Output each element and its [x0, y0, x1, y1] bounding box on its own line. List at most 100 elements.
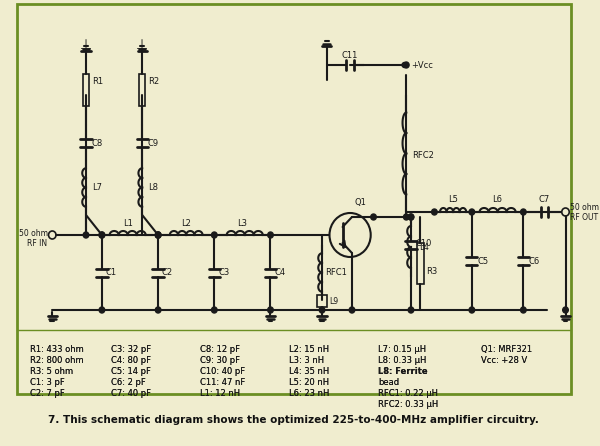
Text: bead: bead [378, 378, 400, 387]
Circle shape [349, 307, 355, 313]
Text: ⊥: ⊥ [80, 38, 92, 52]
Text: L4: L4 [419, 243, 429, 252]
Circle shape [469, 307, 475, 313]
Text: C4: C4 [274, 268, 286, 277]
Circle shape [211, 307, 217, 313]
Text: L2: 15 nH: L2: 15 nH [289, 345, 329, 354]
Text: C3: 32 pF: C3: 32 pF [111, 345, 151, 354]
Text: C10: 40 pF: C10: 40 pF [200, 367, 245, 376]
Text: Vcc: +28 V: Vcc: +28 V [481, 356, 527, 365]
Text: L8: 0.33 μH: L8: 0.33 μH [378, 356, 427, 365]
Text: R1: 433 ohm: R1: 433 ohm [30, 345, 83, 354]
Circle shape [155, 307, 161, 313]
Text: C1: C1 [106, 268, 117, 277]
Text: C8: C8 [92, 139, 103, 148]
Text: L1: L1 [123, 219, 133, 227]
Text: C2: 7 pF: C2: 7 pF [30, 389, 65, 398]
Text: C9: 30 pF: C9: 30 pF [200, 356, 240, 365]
Text: C4: 80 pF: C4: 80 pF [111, 356, 151, 365]
Text: RFC1: 0.22 μH: RFC1: 0.22 μH [378, 389, 438, 398]
Circle shape [319, 307, 325, 313]
Circle shape [408, 214, 414, 220]
Text: Q1: Q1 [355, 198, 367, 207]
Text: 50 ohm: 50 ohm [570, 202, 599, 211]
Text: 50 ohm: 50 ohm [19, 228, 47, 238]
Text: L6: 23 nH: L6: 23 nH [289, 389, 329, 398]
Text: C8: 12 pF: C8: 12 pF [200, 345, 240, 354]
Circle shape [371, 214, 376, 220]
Text: L8: 0.33 μH: L8: 0.33 μH [378, 356, 427, 365]
Text: L6: L6 [493, 195, 503, 205]
Text: C6: 2 pF: C6: 2 pF [111, 378, 146, 387]
Text: C11: 47 nF: C11: 47 nF [200, 378, 245, 387]
Circle shape [408, 307, 414, 313]
Circle shape [99, 232, 105, 238]
Text: L2: 15 nH: L2: 15 nH [289, 345, 329, 354]
Text: L8: Ferrite: L8: Ferrite [378, 367, 428, 376]
Text: L1: 12 nH: L1: 12 nH [200, 389, 241, 398]
Text: C10: C10 [416, 240, 432, 248]
Circle shape [99, 307, 105, 313]
Text: ⊥: ⊥ [136, 38, 148, 52]
Circle shape [403, 62, 409, 68]
Text: C8: 12 pF: C8: 12 pF [200, 345, 240, 354]
Text: L7: L7 [92, 183, 102, 193]
Text: RFC2: RFC2 [412, 152, 434, 161]
Text: L3: 3 nH: L3: 3 nH [289, 356, 325, 365]
Text: C10: 40 pF: C10: 40 pF [200, 367, 245, 376]
Circle shape [211, 232, 217, 238]
Text: C5: 14 pF: C5: 14 pF [111, 367, 151, 376]
Circle shape [408, 214, 414, 220]
Text: C7: 40 pF: C7: 40 pF [111, 389, 151, 398]
Text: C9: C9 [148, 139, 159, 148]
Bar [417, 243, 424, 285]
Text: L8: L8 [148, 183, 158, 193]
Text: R3: 5 ohm: R3: 5 ohm [30, 367, 73, 376]
Text: L5: 20 nH: L5: 20 nH [289, 378, 329, 387]
Text: C7: C7 [539, 195, 550, 205]
Text: L8: Ferrite: L8: Ferrite [378, 367, 428, 376]
Text: C1: 3 pF: C1: 3 pF [30, 378, 65, 387]
Text: RF IN: RF IN [28, 239, 47, 248]
Text: RFC2: 0.33 μH: RFC2: 0.33 μH [378, 400, 439, 409]
Text: L2: L2 [181, 219, 191, 227]
Text: R2: 800 ohm: R2: 800 ohm [30, 356, 83, 365]
Text: L3: 3 nH: L3: 3 nH [289, 356, 325, 365]
Circle shape [563, 307, 568, 313]
Text: C2: 7 pF: C2: 7 pF [30, 389, 65, 398]
Circle shape [155, 232, 161, 238]
Text: Q1: MRF321: Q1: MRF321 [481, 345, 532, 354]
Text: R3: R3 [426, 267, 437, 276]
Circle shape [521, 307, 526, 313]
Circle shape [83, 232, 89, 238]
Text: C3: 32 pF: C3: 32 pF [111, 345, 151, 354]
Text: C7: 40 pF: C7: 40 pF [111, 389, 151, 398]
Circle shape [99, 232, 105, 238]
Circle shape [268, 232, 274, 238]
Bar [139, 74, 145, 106]
Bar [83, 74, 89, 106]
Text: C11: C11 [342, 50, 358, 59]
Text: L3: L3 [238, 219, 247, 227]
Text: C6: C6 [529, 256, 540, 265]
Text: C1: 3 pF: C1: 3 pF [30, 378, 65, 387]
Text: L7: 0.15 μH: L7: 0.15 μH [378, 345, 427, 354]
Text: L9: L9 [329, 297, 338, 306]
Text: L6: 23 nH: L6: 23 nH [289, 389, 329, 398]
Text: 7. This schematic diagram shows the optimized 225-to-400-MHz amplifier circuitry: 7. This schematic diagram shows the opti… [49, 415, 539, 425]
Text: Q1: MRF321: Q1: MRF321 [481, 345, 532, 354]
Text: C11: 47 nF: C11: 47 nF [200, 378, 245, 387]
Text: R1: 433 ohm: R1: 433 ohm [30, 345, 83, 354]
FancyBboxPatch shape [17, 4, 571, 394]
Text: L1: 12 nH: L1: 12 nH [200, 389, 241, 398]
Text: C2: C2 [162, 268, 173, 277]
Circle shape [521, 209, 526, 215]
Text: R2: R2 [148, 78, 159, 87]
Circle shape [431, 209, 437, 215]
Circle shape [155, 232, 161, 238]
Text: Vcc: +28 V: Vcc: +28 V [481, 356, 527, 365]
Text: R1: R1 [92, 78, 103, 87]
Text: R2: 800 ohm: R2: 800 ohm [30, 356, 83, 365]
Text: C6: 2 pF: C6: 2 pF [111, 378, 146, 387]
Text: L7: 0.15 μH: L7: 0.15 μH [378, 345, 427, 354]
